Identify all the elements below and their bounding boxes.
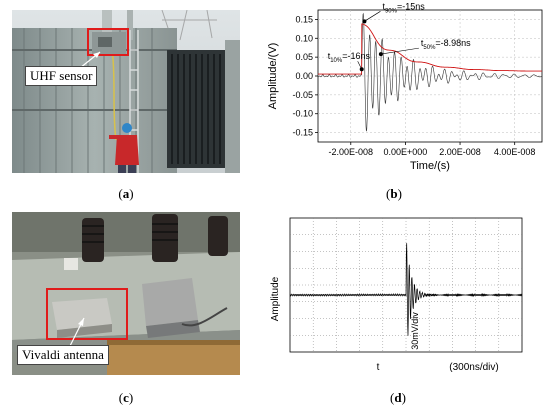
annotation-label: t90%=-15ns [382,2,425,14]
y-tick-label: -0.10 [292,109,313,119]
annotation-leader [357,61,362,70]
caption-a: (a) [118,186,134,201]
lab-photo: Vivaldi antenna [12,212,240,375]
annotation-label: t10%=-16ns [328,51,371,64]
vivaldi-antenna-label: Vivaldi antenna [17,345,109,365]
x-tick-label: 2.00E-008 [439,147,481,157]
transformer-scene [12,10,240,173]
annotation-leader [364,11,381,22]
annotation-leader [380,47,419,55]
x-axis-label: Time/(s) [410,160,450,172]
y-tick-label: 0.10 [295,33,313,43]
y-axis-label: Amplitude [270,276,281,321]
y-scale-label: 30mV/div [410,312,420,350]
x-tick-label: 0.00E+000 [384,147,428,157]
substation-photo: UHF sensor [12,10,240,173]
y-axis-label: Amplitude/(V) [267,43,279,110]
y-tick-label: 0.05 [295,52,313,62]
y-tick-label: 0.15 [295,14,313,24]
y-tick-label: -0.05 [292,90,313,100]
chart-b: -0.15 -0.10 -0.05 0.00 0.05 0.10 0.15 -2.00E-00… [267,2,543,172]
annotation-label: t50%=-8.98ns [421,38,471,51]
x-axis-label: t [377,362,380,373]
y-tick-label: -0.15 [292,128,313,138]
series-waveform [317,12,543,132]
series-envelope [318,23,542,75]
uhf-sensor-label: UHF sensor [25,66,98,86]
scope-trace [289,243,523,336]
caption-d: (d) [390,390,406,405]
worker-figure [109,123,139,173]
antenna-highlight-box [46,288,128,340]
caption-b: (b) [386,186,402,201]
x-tick-label: -2.00E-008 [329,147,374,157]
x-tick-label: 4.00E-008 [494,147,536,157]
y-tick-label: 0.00 [295,71,313,81]
sensor-highlight-box [87,28,129,56]
caption-c: (c) [118,390,134,405]
chart-d: Amplitude 30mV/div t (300ns/div) [270,217,523,373]
x-scale-label: (300ns/div) [449,362,498,373]
